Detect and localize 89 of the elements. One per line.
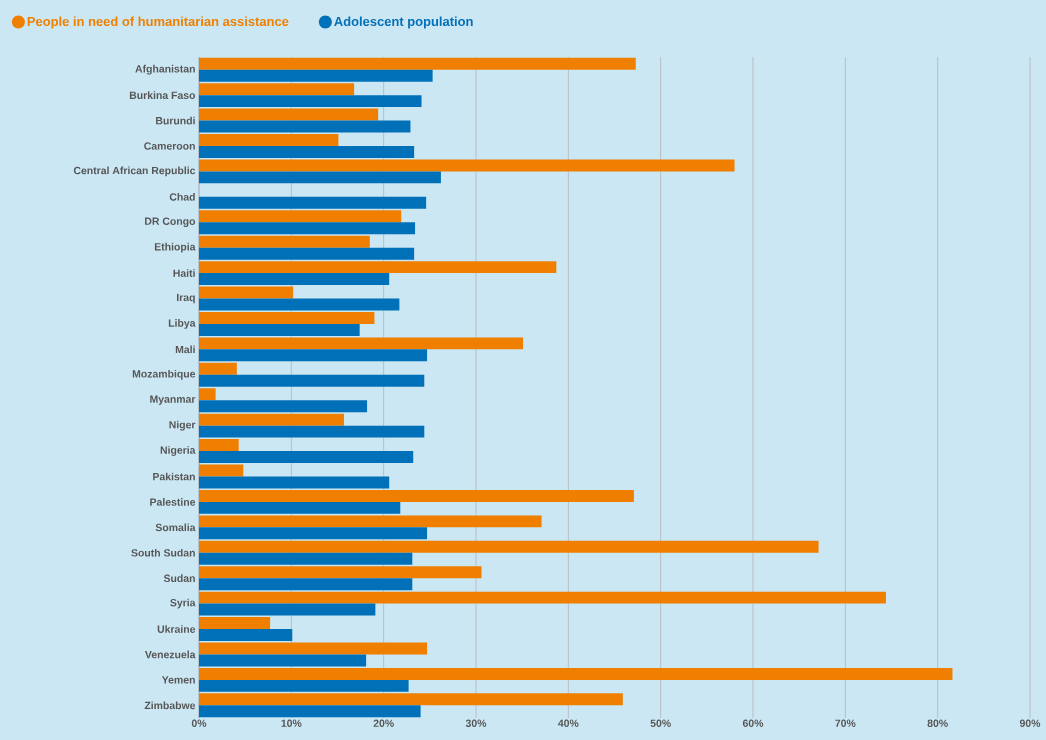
bar [199,69,433,82]
bar [199,145,415,158]
bar [199,591,886,604]
bar [199,286,294,299]
bar [199,349,428,362]
y-tick-label: Nigeria [160,446,196,456]
bar [199,235,370,248]
x-tick-label: 20% [373,719,394,727]
y-tick-label: Burkina Faso [129,91,196,99]
y-tick-label: Pakistan [153,472,195,481]
bar [199,108,379,121]
bar [199,451,414,464]
y-tick-label: Zimbabwe [144,701,196,710]
y-tick-label: Myanmar [150,395,196,405]
bar [199,120,411,133]
y-tick-label: Venezuela [144,650,196,659]
x-tick-label: 60% [742,719,764,727]
bar [199,654,367,667]
y-tick-label: Yemen [161,676,195,684]
bar [199,705,421,718]
bar [199,679,409,692]
legend-label: People in need of humanitarian assistance [27,16,289,29]
bar [199,57,636,70]
bar [199,337,524,350]
bar [199,464,244,477]
x-tick-label: 80% [927,719,948,727]
y-tick-label: Ethiopia [154,242,196,253]
y-tick-label: Libya [168,319,196,329]
y-tick-label: Mozambique [132,369,196,380]
y-tick-label: Syria [170,598,196,609]
y-tick-label: Burundi [156,116,195,125]
y-tick-label: Afghanistan [135,64,195,75]
bar [199,439,239,452]
bar [199,95,422,108]
y-tick-label: Ukraine [157,625,196,633]
bar [199,693,623,706]
bar [199,642,428,655]
y-tick-label: Chad [169,192,195,201]
bar [199,629,293,641]
bar [199,489,634,502]
bar [199,247,415,260]
y-tick-label: Cameroon [144,142,195,150]
bar [199,617,271,630]
x-tick-label: 70% [835,719,856,727]
x-tick-label: 10% [281,719,302,727]
y-tick-label: Central African Republic [73,166,196,177]
y-tick-label: Iraq [177,293,195,304]
bar [199,501,401,514]
y-tick-label: DR Congo [145,217,196,228]
y-tick-label: Somalia [155,523,196,532]
y-tick-label: Niger [169,420,196,431]
bar [199,134,339,146]
bar [199,323,360,336]
y-tick-label: Sudan [163,574,195,583]
bar [199,222,416,235]
bar [199,83,355,96]
y-tick-label: Mali [175,345,195,354]
bar [199,566,482,579]
bar [199,210,402,223]
bar [199,667,953,680]
bar [199,388,216,401]
y-tick-label: Palestine [150,498,196,506]
bar [199,413,344,426]
bar [199,374,425,387]
y-tick-label: Haiti [173,269,195,277]
bar [199,261,557,274]
x-tick-label: 50% [650,719,671,727]
y-tick-label: South Sudan [131,548,195,557]
bar [199,476,390,489]
bar [199,159,735,172]
bar [199,273,390,286]
bar [199,515,542,528]
bar [199,578,413,591]
bar [199,540,819,553]
bar [199,603,376,616]
bar [199,400,368,413]
bar [199,312,375,324]
legend-label: Adolescent population [334,16,473,29]
x-tick-label: 0% [191,719,207,727]
bar [199,196,427,209]
bar [199,171,441,184]
bar [199,425,425,438]
bar [199,362,237,375]
bar [199,298,400,311]
x-tick-label: 30% [465,719,487,727]
bar [199,552,413,565]
x-tick-label: 90% [1019,719,1041,727]
x-tick-label: 40% [558,719,579,727]
bar [199,527,428,540]
